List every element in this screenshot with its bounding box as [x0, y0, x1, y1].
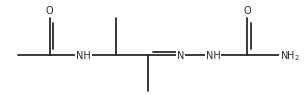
Text: O: O	[46, 6, 54, 16]
Text: NH$_2$: NH$_2$	[280, 49, 300, 62]
Text: O: O	[244, 6, 251, 16]
Text: NH: NH	[206, 51, 220, 60]
Text: NH: NH	[76, 51, 91, 60]
Text: N: N	[177, 51, 184, 60]
